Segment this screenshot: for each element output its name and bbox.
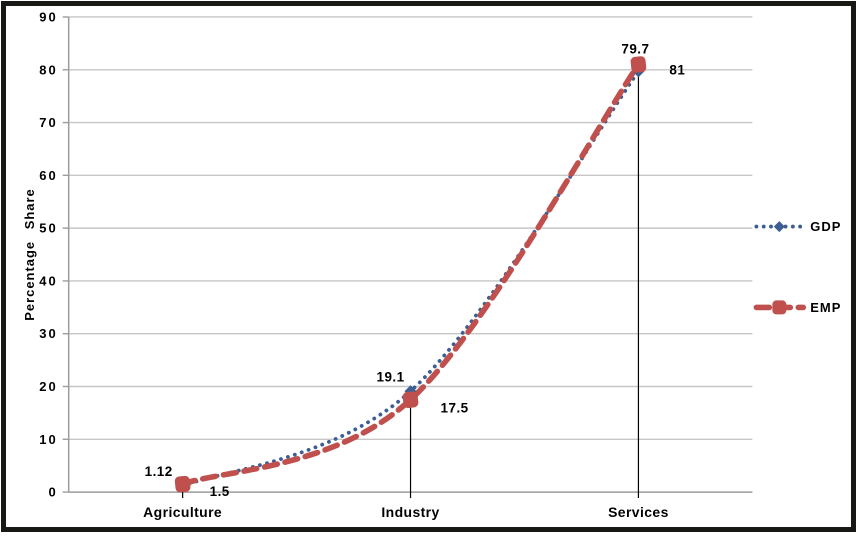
y-tick-label: 80: [39, 62, 57, 77]
data-label-emp-industry: 17.5: [440, 401, 468, 416]
marker-square-emp: [630, 56, 647, 73]
category-label: Industry: [381, 504, 439, 520]
series-line-emp: [179, 61, 642, 487]
y-tick-label: 60: [39, 168, 57, 183]
category-label: Agriculture: [143, 504, 222, 520]
y-tick-label: 70: [39, 115, 57, 130]
y-tick-label: 20: [39, 379, 57, 394]
data-label-gdp-services: 79.7: [621, 41, 649, 56]
legend-label-emp: EMP: [810, 300, 841, 315]
data-label-gdp-agriculture: 1.12: [145, 464, 173, 479]
data-label-emp-agriculture: 1.5: [210, 484, 230, 499]
data-label-emp-services: 81: [669, 62, 685, 77]
y-tick-label: 10: [39, 432, 57, 447]
category-label: Services: [608, 504, 669, 520]
legend-marker-gdp: [773, 221, 785, 233]
y-tick-label: 50: [39, 221, 57, 236]
y-tick-label: 90: [39, 9, 57, 24]
y-tick-label: 0: [48, 485, 57, 500]
marker-square-emp: [174, 475, 191, 493]
legend-marker-emp: [772, 300, 787, 315]
y-tick-label: 40: [39, 273, 57, 288]
y-axis-title: Percentage Share: [22, 188, 37, 321]
marker-square-emp: [402, 391, 419, 408]
chart-canvas: 0 10 20 30 40 50 60 70 80 90 Agriculture Industry Se…: [22, 9, 841, 520]
y-tick-label: 30: [39, 326, 57, 341]
legend-label-gdp: GDP: [810, 219, 841, 234]
data-label-gdp-industry: 19.1: [376, 369, 404, 384]
